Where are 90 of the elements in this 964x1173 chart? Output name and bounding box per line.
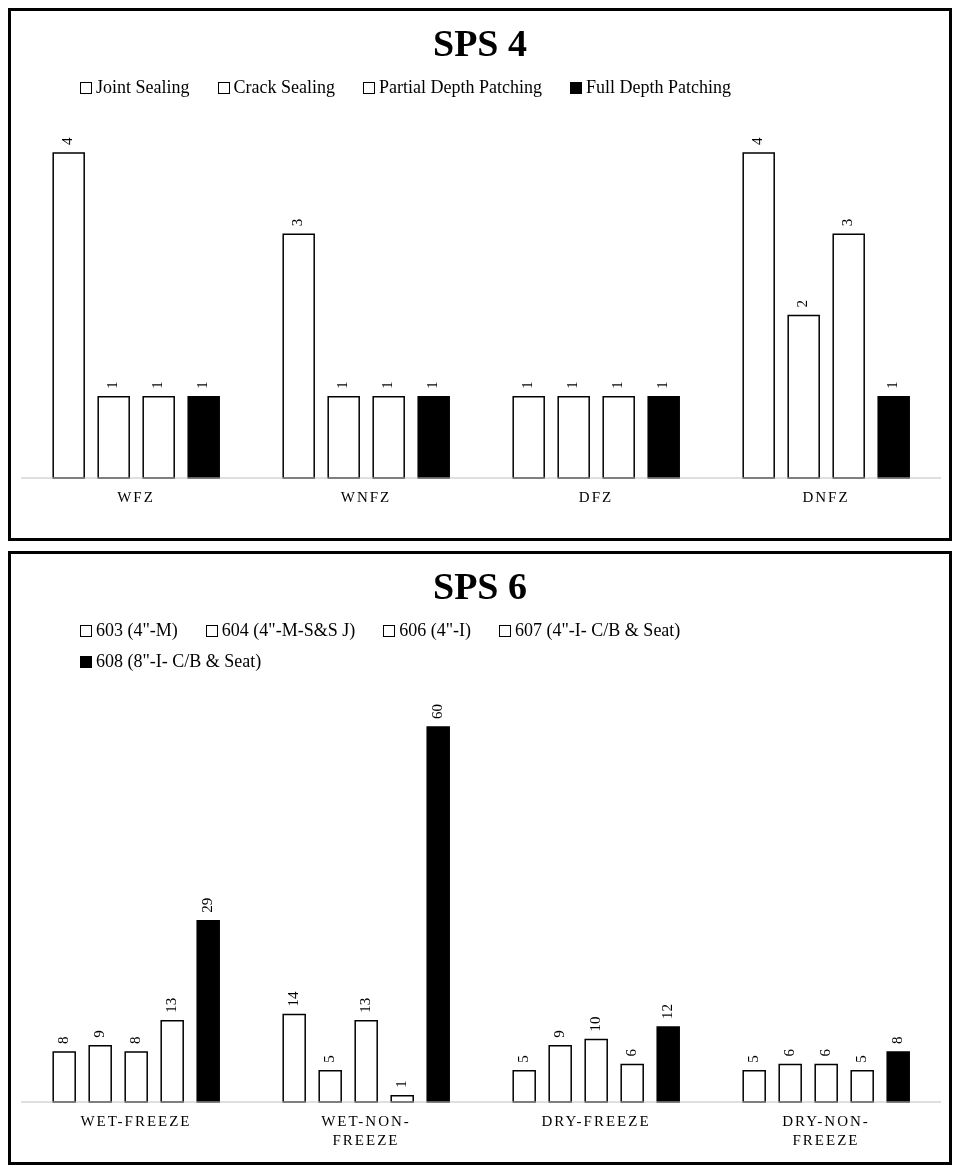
data-label: 1	[149, 381, 166, 389]
bar	[557, 396, 590, 479]
bar	[187, 396, 220, 479]
x-tick-label: DNFZ	[802, 489, 850, 505]
data-label: 1	[519, 381, 536, 389]
data-label: 3	[289, 218, 306, 227]
bar	[778, 1063, 802, 1103]
data-label: 3	[839, 218, 856, 227]
data-label: 5	[852, 1055, 869, 1063]
bar	[602, 396, 635, 479]
data-label: 5	[514, 1055, 531, 1063]
bar	[196, 920, 220, 1103]
bar	[512, 1070, 536, 1103]
bar	[742, 1070, 766, 1103]
bar	[548, 1045, 572, 1103]
bar	[282, 233, 315, 479]
bar	[88, 1045, 112, 1103]
data-label: 1	[884, 381, 901, 389]
data-label: 8	[126, 1036, 143, 1044]
bar	[512, 396, 545, 479]
bar	[327, 396, 360, 479]
bar	[52, 1051, 76, 1103]
data-label: 6	[622, 1048, 639, 1057]
data-label: 1	[334, 381, 351, 389]
x-tick-label: DRY-NON-FREEZE	[782, 1113, 870, 1148]
data-label: 4	[59, 137, 76, 145]
legend-label: Joint Sealing	[95, 77, 190, 98]
data-label: 9	[90, 1030, 107, 1038]
data-label: 5	[744, 1055, 761, 1063]
data-label: 6	[816, 1048, 833, 1057]
data-label: 1	[104, 381, 121, 389]
bar	[52, 152, 85, 479]
bar	[832, 233, 865, 479]
bar	[97, 396, 130, 479]
bar	[160, 1020, 184, 1103]
data-label: 12	[658, 1004, 675, 1019]
bar	[742, 152, 775, 479]
bar	[787, 314, 820, 479]
data-label: 2	[794, 300, 811, 308]
bar	[318, 1070, 342, 1103]
bar	[647, 396, 680, 479]
data-label: 1	[392, 1080, 409, 1088]
legend-label: 607 (4"-I- C/B & Seat)	[514, 620, 681, 641]
data-label: 14	[284, 991, 301, 1007]
bar	[417, 396, 450, 479]
data-label: 29	[198, 897, 215, 913]
bar	[354, 1020, 378, 1103]
legend-label: Crack Sealing	[232, 77, 335, 98]
legend-label: 604 (4"-M-S&S J)	[220, 620, 356, 641]
bar	[877, 396, 910, 479]
data-label: 1	[654, 381, 671, 389]
chart-title: SPS 6	[432, 564, 528, 608]
bar	[886, 1051, 910, 1103]
data-label: 4	[749, 137, 766, 145]
legend-label: Partial Depth Patching	[378, 77, 542, 98]
data-label: 5	[320, 1055, 337, 1063]
x-tick-label: DRY-FREEZE	[541, 1113, 651, 1129]
data-label: 60	[428, 704, 445, 719]
bar	[426, 726, 450, 1103]
data-label: 1	[194, 381, 211, 389]
legend-label: 606 (4"-I)	[398, 620, 472, 641]
data-label: 1	[609, 381, 626, 389]
data-label: 6	[780, 1048, 797, 1057]
bar	[282, 1013, 306, 1103]
data-label: 13	[162, 997, 179, 1013]
chart-title: SPS 4	[432, 21, 528, 65]
legend-label: Full Depth Patching	[584, 77, 731, 98]
bar	[656, 1026, 680, 1103]
bar	[620, 1063, 644, 1103]
x-tick-label: WNFZ	[340, 489, 392, 505]
x-tick-label: WFZ	[117, 489, 155, 505]
data-label: 13	[356, 997, 373, 1013]
bar	[850, 1070, 874, 1103]
bar	[372, 396, 405, 479]
bar	[584, 1038, 608, 1103]
data-label: 8	[54, 1036, 71, 1044]
data-label: 1	[379, 381, 396, 389]
data-label: 8	[888, 1036, 905, 1044]
bar	[124, 1051, 148, 1103]
data-label: 1	[564, 381, 581, 389]
x-tick-label: DFZ	[578, 489, 614, 505]
data-label: 9	[550, 1030, 567, 1038]
legend-label: 603 (4"-M)	[95, 620, 178, 641]
x-tick-label: WET-NON-FREEZE	[321, 1113, 411, 1148]
data-label: 10	[586, 1016, 603, 1032]
bar	[142, 396, 175, 479]
bar	[814, 1063, 838, 1103]
legend-label: 608 (8"-I- C/B & Seat)	[95, 651, 262, 672]
data-label: 1	[424, 381, 441, 389]
x-tick-label: WET-FREEZE	[80, 1113, 192, 1129]
